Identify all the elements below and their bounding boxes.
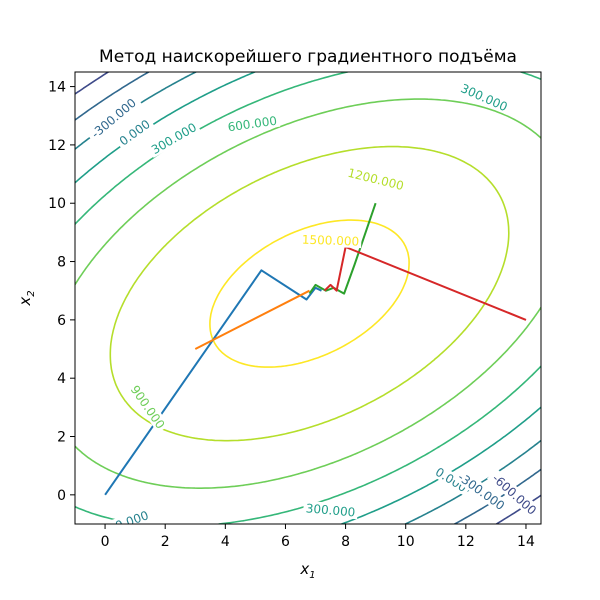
contour-label: 1500.000 bbox=[302, 233, 360, 249]
series-line-3 bbox=[323, 246, 527, 321]
chart-title: Метод наискорейшего градиентного подъёма bbox=[99, 47, 517, 67]
contour-label-group: 300.000 bbox=[302, 500, 359, 520]
contour-label-group: 300.000 bbox=[456, 79, 513, 115]
contour-label-group: 600.000 bbox=[224, 112, 281, 135]
x-tick-label: 2 bbox=[161, 534, 170, 550]
contour-label-group: 1200.000 bbox=[344, 164, 408, 194]
y-axis: 0 2 4 6 8 10 12 14 bbox=[48, 80, 75, 504]
contour-label: 300.000 bbox=[459, 81, 510, 114]
contour-label: 300.000 bbox=[305, 501, 356, 519]
contour-label-background bbox=[456, 79, 513, 115]
y-tick-label: 2 bbox=[57, 430, 66, 446]
contour-label: 0.000 bbox=[113, 508, 150, 533]
contour-label-group: 300.000 bbox=[146, 118, 201, 158]
series-layer bbox=[104, 202, 527, 496]
contour-label: 1200.000 bbox=[346, 166, 405, 193]
contour-label-background bbox=[430, 462, 473, 496]
x-tick-label: 4 bbox=[221, 534, 230, 550]
x-axis: 0 2 4 6 8 10 12 14 bbox=[101, 524, 535, 550]
contour-label-background bbox=[486, 468, 541, 520]
series-line-0 bbox=[104, 269, 322, 496]
y-tick-label: 0 bbox=[57, 488, 66, 504]
contour-label-background bbox=[110, 506, 153, 524]
contour-label: 0.000 bbox=[117, 117, 153, 149]
y-tick-label: 6 bbox=[57, 313, 66, 329]
contour-label-background bbox=[224, 112, 281, 135]
contour-label-background bbox=[126, 380, 170, 434]
y-axis-label: x2 bbox=[16, 290, 37, 306]
contour-label-group: 900.000 bbox=[126, 380, 170, 434]
contour-label-background bbox=[85, 92, 142, 144]
y-tick-label: 10 bbox=[48, 196, 66, 212]
x-tick-label: 6 bbox=[281, 534, 290, 550]
contour-label-group: 1500.000 bbox=[299, 232, 362, 249]
contour-line-level-7 bbox=[209, 219, 410, 368]
contour-label-background bbox=[452, 467, 511, 515]
y-tick-label: 12 bbox=[48, 138, 66, 154]
y-tick-label: 8 bbox=[57, 255, 66, 271]
series-line-2 bbox=[308, 202, 377, 295]
series-line-1 bbox=[194, 289, 310, 350]
x-tick-label: 8 bbox=[341, 534, 350, 550]
contour-label-group: 0.000 bbox=[110, 506, 153, 533]
x-tick-label: 10 bbox=[397, 534, 415, 550]
contour-label-background bbox=[302, 500, 359, 520]
plot-frame bbox=[74, 71, 542, 525]
x-tick-label: 14 bbox=[517, 534, 535, 550]
contour-label: 900.000 bbox=[128, 383, 168, 432]
y-tick-label: 4 bbox=[57, 371, 66, 387]
contour-label-background bbox=[344, 164, 408, 194]
contour-label: 600.000 bbox=[227, 114, 278, 135]
x-tick-label: 12 bbox=[457, 534, 475, 550]
contour-label-background bbox=[299, 232, 362, 249]
contour-label-background bbox=[146, 118, 201, 158]
y-tick-label: 14 bbox=[48, 80, 66, 96]
contour-label-background bbox=[114, 114, 155, 150]
contour-line-level-5 bbox=[75, 98, 541, 489]
x-axis-label: x1 bbox=[299, 560, 315, 581]
contour-label: 300.000 bbox=[149, 120, 199, 157]
contour-line-level-6 bbox=[109, 145, 510, 442]
x-tick-label: 0 bbox=[101, 534, 110, 550]
